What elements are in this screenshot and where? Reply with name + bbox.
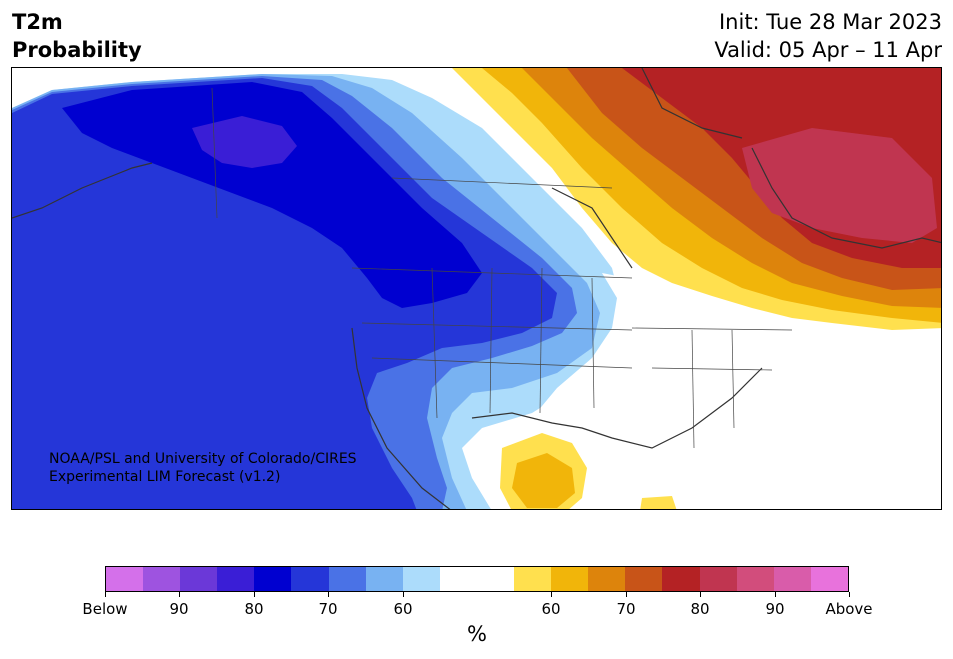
region-texas-warm-inner [512,453,575,508]
colorbar-tick-label: Above [825,600,873,618]
map-svg [12,68,941,509]
colorbar-segment [180,567,218,591]
colorbar-segment [736,567,774,591]
colorbar-segment [402,567,440,591]
colorbar-segment [625,567,663,591]
region-blue-80 [62,82,482,308]
colorbar-tick-mark [179,592,180,597]
init-date: Init: Tue 28 Mar 2023 [718,10,942,34]
colorbar [105,566,849,592]
colorbar-segment [662,567,700,591]
colorbar-segment [143,567,181,591]
colorbar-tick-mark [775,592,776,597]
colorbar-segment [810,567,848,591]
colorbar-tick-label: Below [82,600,128,618]
colorbar-segment [514,567,552,591]
region-florida-warm [640,496,677,509]
colorbar-tick-mark [626,592,627,597]
credit-line-2: Experimental LIM Forecast (v1.2) [49,469,281,485]
colorbar-tick-label: 60 [393,600,413,618]
colorbar-segment [699,567,737,591]
colorbar-tick-label: 70 [318,600,338,618]
colorbar-tick-label: 60 [541,600,561,618]
colorbar-segment [476,567,515,591]
region-blue-70 [12,78,557,509]
title-variable: T2m [12,10,63,34]
credit-line-1: NOAA/PSL and University of Colorado/CIRE… [49,451,357,467]
colorbar-tick-mark [551,592,552,597]
colorbar-tick-mark [700,592,701,597]
colorbar-segment [106,567,144,591]
colorbar-tick-mark [403,592,404,597]
colorbar-tick-label: 90 [169,600,189,618]
colorbar-tick-mark [105,592,106,597]
forecast-dates: Init: Tue 28 Mar 2023 Valid: 05 Apr – 11… [714,8,942,64]
colorbar-tick-label: 80 [244,600,264,618]
region-neutral [532,273,812,478]
colorbar-tick-label: 90 [765,600,785,618]
region-blue-90 [192,116,297,168]
credit-text: NOAA/PSL and University of Colorado/CIRE… [49,450,357,486]
valid-range: Valid: 05 Apr – 11 Apr [714,38,942,62]
colorbar-tick-mark [328,592,329,597]
colorbar-tick-mark [849,592,850,597]
colorbar-segment [291,567,329,591]
state-borders [211,87,793,449]
colorbar-unit: % [467,622,487,646]
colorbar-segment [328,567,366,591]
colorbar-segment [365,567,403,591]
colorbar-tick-mark [254,592,255,597]
map-title: T2m Probability [12,8,142,64]
title-metric: Probability [12,38,142,62]
colorbar-segment [588,567,626,591]
colorbar-tick-label: 70 [616,600,636,618]
colorbar-segment [439,567,477,591]
colorbar-segment [773,567,811,591]
colorbar-segment [551,567,589,591]
region-warm-75 [742,128,937,243]
colorbar-tick-label: 80 [690,600,710,618]
colorbar-segment [254,567,292,591]
colorbar-segment [217,567,255,591]
probability-map [11,67,942,510]
coastlines [12,68,941,509]
